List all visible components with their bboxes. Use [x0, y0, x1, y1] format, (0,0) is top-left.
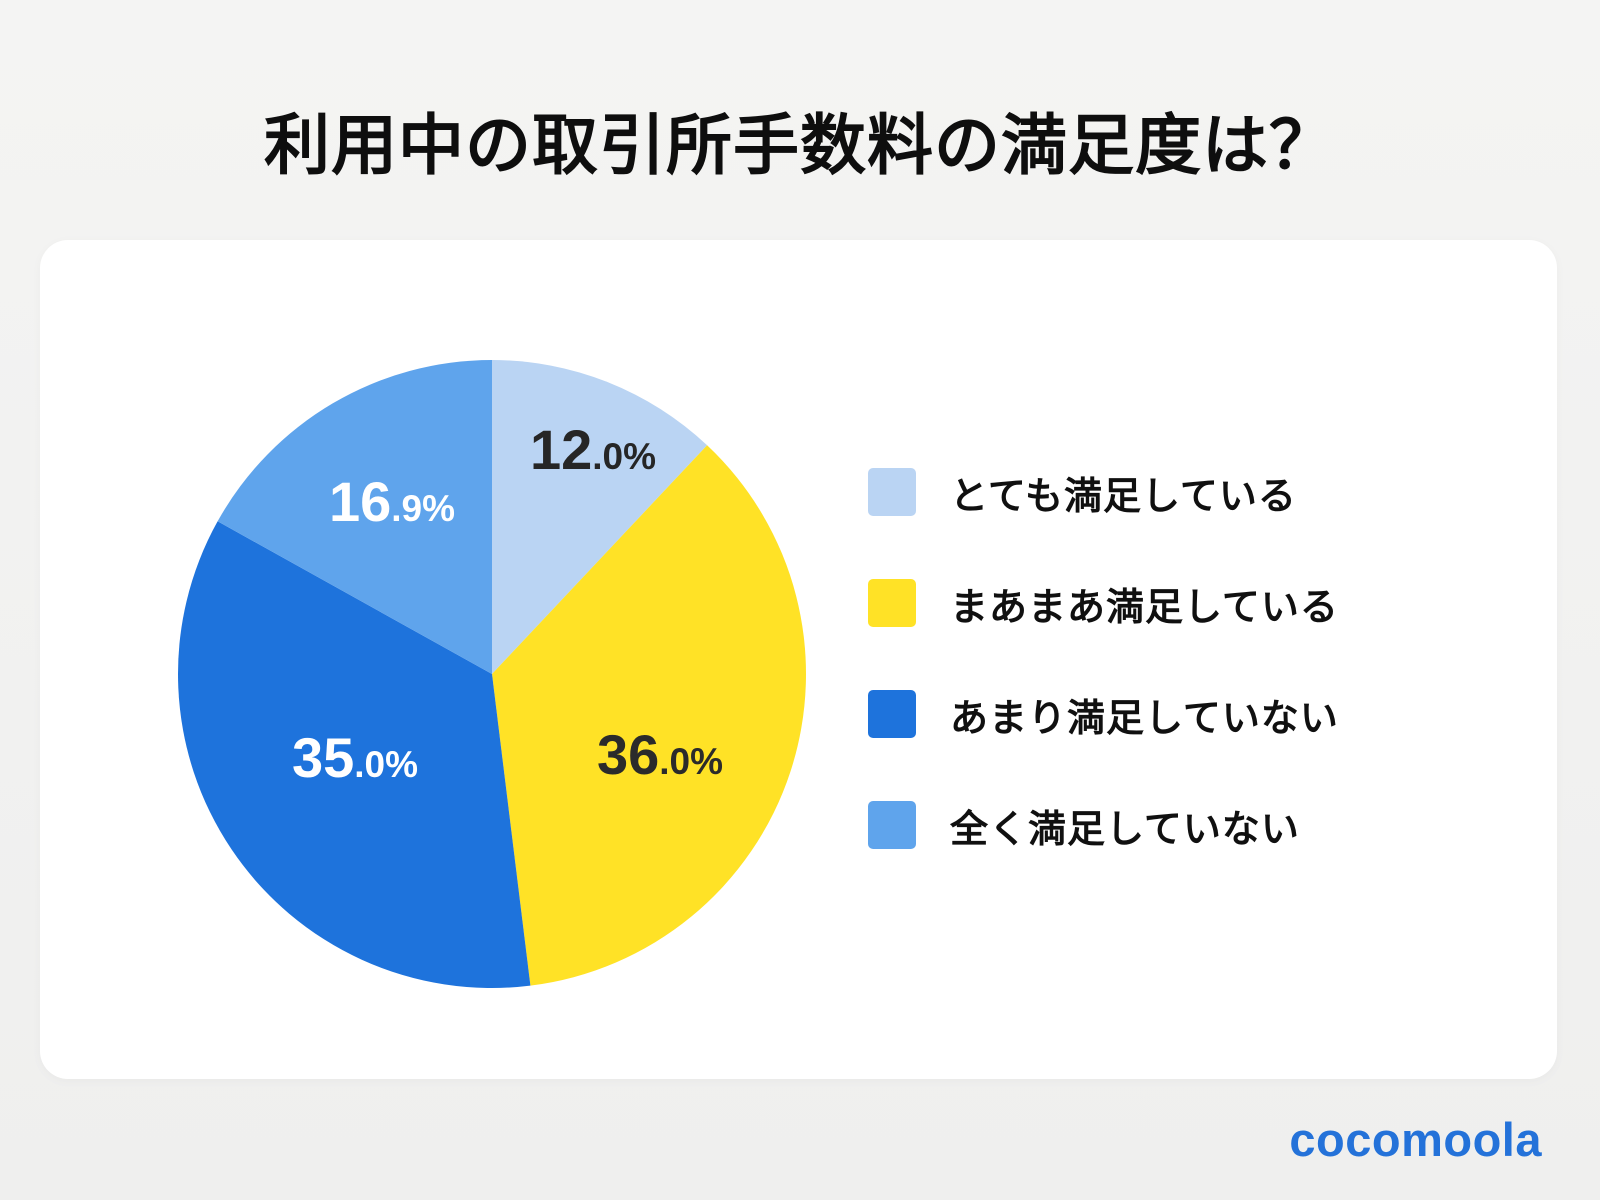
value-whole-part: 36 [596, 723, 660, 786]
value-fraction-part: .0% [354, 744, 419, 785]
legend-item-2: まあまあ満足している [868, 578, 1339, 629]
value-whole-part: 16 [328, 470, 392, 533]
legend-item-1: とても満足している [868, 467, 1339, 518]
legend-swatch [868, 690, 916, 738]
pie-slice-value-label-4: 16.9% [329, 474, 455, 530]
pie-svg [178, 360, 806, 988]
legend-item-3: あまり満足していない [868, 689, 1339, 740]
pie-chart: 12.0% 36.0% 35.0% 16.9% [178, 360, 806, 988]
value-whole-part: 35 [291, 726, 355, 789]
legend-swatch [868, 801, 916, 849]
chart-legend: とても満足している まあまあ満足している あまり満足していない 全く満足していない [868, 467, 1339, 851]
legend-item-4: 全く満足していない [868, 800, 1339, 851]
pie-slice-value-label-3: 35.0% [292, 730, 418, 786]
legend-label: とても満足している [950, 475, 1297, 518]
legend-label: あまり満足していない [950, 697, 1339, 740]
legend-label: 全く満足していない [950, 808, 1300, 851]
legend-swatch [868, 579, 916, 627]
value-fraction-part: .9% [391, 488, 456, 529]
pie-slice-value-label-1: 12.0% [530, 422, 656, 478]
legend-swatch [868, 468, 916, 516]
page-title: 利用中の取引所手数料の満足度は？ [264, 108, 1336, 182]
pie-slice-2 [492, 445, 806, 986]
value-fraction-part: .0% [659, 741, 724, 782]
value-whole-part: 12 [529, 418, 593, 481]
pie-slice-4 [217, 360, 492, 674]
value-fraction-part: .0% [592, 436, 657, 477]
pie-slice-value-label-2: 36.0% [597, 727, 723, 783]
pie-slice-3 [178, 521, 531, 988]
pie-slice-1 [492, 360, 708, 674]
brand-logo: cocomoola [1289, 1113, 1542, 1166]
legend-label: まあまあ満足している [950, 586, 1339, 629]
